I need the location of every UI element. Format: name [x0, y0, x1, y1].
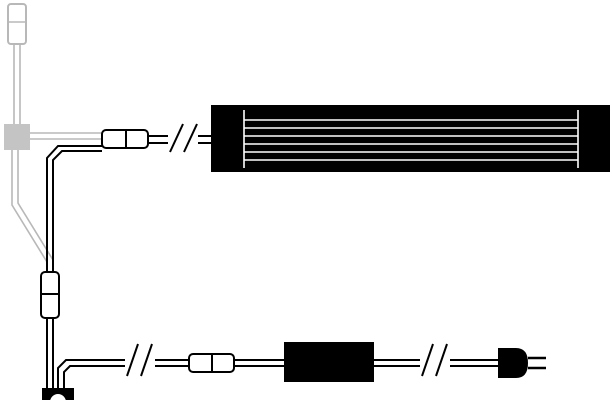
fixture-stripes	[243, 110, 579, 168]
wire-upper-lead	[46, 145, 102, 272]
wire-lower-to-psu	[234, 359, 284, 367]
junction-block-icon	[4, 124, 30, 150]
wire-upper-to-fixture	[198, 135, 213, 144]
main-wiring	[46, 135, 498, 392]
linear-light-fixture-icon	[211, 105, 610, 172]
wire-break-lower-left	[126, 343, 153, 377]
wall-plug	[498, 348, 546, 378]
faded-wire-horizontal	[30, 132, 102, 140]
faded-connector	[7, 3, 27, 45]
wire-lower-left	[57, 359, 125, 388]
faded-wiring	[11, 44, 102, 272]
wire-vertical-lower	[46, 318, 54, 392]
wire-psu-out	[374, 359, 420, 367]
wire-break-lower-right	[421, 343, 448, 377]
faded-wire-vertical	[13, 44, 21, 124]
wire-break-icon	[169, 123, 184, 153]
plug-connector-icon	[7, 3, 27, 45]
in-line-connector-upper	[101, 129, 149, 149]
wire-break-icon	[421, 343, 434, 377]
light-fixture	[211, 105, 610, 172]
wire-to-plug	[450, 359, 498, 367]
wire-break-icon	[126, 343, 139, 377]
wire-break-upper	[169, 123, 198, 153]
power-hub	[42, 388, 74, 400]
in-line-connector-vertical	[40, 271, 60, 319]
in-line-connector-lower	[188, 353, 235, 373]
wall-plug-icon	[498, 348, 528, 378]
wire-lower-mid	[155, 359, 189, 367]
power-transformer-icon	[284, 342, 374, 382]
wire-upper-run	[148, 135, 168, 144]
